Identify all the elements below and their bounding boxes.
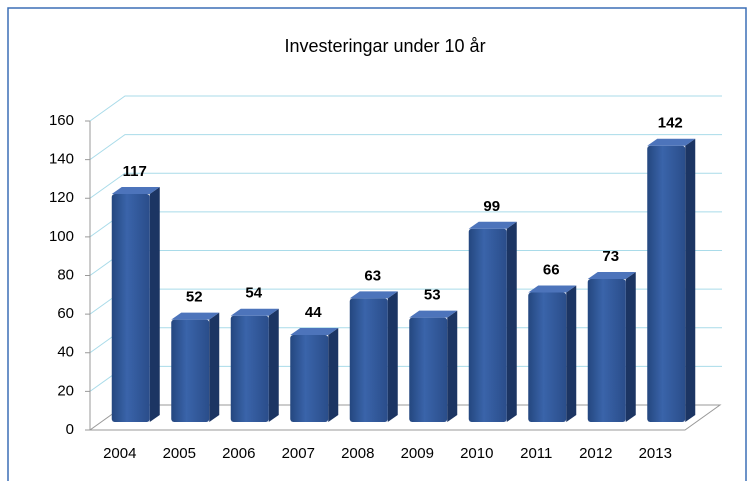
grid-line <box>89 134 722 161</box>
y-tick-label: 40 <box>57 344 74 361</box>
bar-side <box>149 187 160 422</box>
bar-top <box>111 187 160 195</box>
y-tick-label: 100 <box>49 228 74 245</box>
data-label: 53 <box>424 287 441 304</box>
y-tick-label: 20 <box>57 382 74 399</box>
bar-top <box>528 285 577 293</box>
bar-top <box>230 308 279 316</box>
bar <box>349 298 388 422</box>
x-tick-label: 2009 <box>401 445 434 462</box>
bar-side <box>387 291 398 422</box>
data-label: 54 <box>245 285 262 302</box>
bar-side <box>209 312 220 422</box>
y-tick-label: 60 <box>57 305 74 322</box>
x-tick-label: 2006 <box>222 445 255 462</box>
data-label: 63 <box>364 267 381 284</box>
y-tick-label: 0 <box>66 421 74 438</box>
bar <box>587 279 626 422</box>
chart-title: Investeringar under 10 år <box>284 36 485 56</box>
bar <box>647 145 686 422</box>
bar-top <box>587 272 636 280</box>
data-label: 44 <box>305 304 322 321</box>
bar-side <box>447 310 458 422</box>
bar <box>230 315 269 422</box>
data-label: 99 <box>483 198 500 215</box>
bar-top <box>171 312 220 320</box>
y-tick-label: 120 <box>49 189 74 206</box>
data-label: 52 <box>186 289 203 306</box>
bar-side <box>506 221 517 422</box>
x-tick-label: 2007 <box>282 445 315 462</box>
bar-side <box>625 272 636 422</box>
x-tick-label: 2005 <box>163 445 196 462</box>
x-tick-label: 2011 <box>520 445 552 462</box>
bar <box>409 317 448 422</box>
bar-top <box>290 328 339 336</box>
bar <box>171 319 210 422</box>
y-tick-label: 160 <box>49 112 74 129</box>
x-tick-label: 2008 <box>341 445 374 462</box>
x-tick-label: 2012 <box>579 445 612 462</box>
bar <box>290 335 329 422</box>
y-tick-label: 80 <box>57 266 74 283</box>
bar-side <box>685 138 696 422</box>
x-tick-label: 2013 <box>639 445 672 462</box>
bar-top <box>409 310 458 318</box>
bar-top <box>349 291 398 299</box>
bar-side <box>328 328 339 422</box>
bar <box>111 194 150 422</box>
bar-top <box>647 138 696 146</box>
grid-line <box>89 172 722 199</box>
bar-side <box>566 285 577 422</box>
x-tick-label: 2004 <box>103 445 136 462</box>
data-label: 117 <box>123 163 147 180</box>
data-label: 142 <box>658 115 683 132</box>
bar <box>528 292 567 422</box>
data-label: 73 <box>602 248 619 265</box>
grid-line <box>89 95 722 122</box>
x-tick-label: 2010 <box>460 445 493 462</box>
bar <box>468 228 507 422</box>
bar-side <box>268 308 279 422</box>
y-tick-label: 140 <box>49 151 74 168</box>
bar-top <box>468 221 517 229</box>
data-label: 66 <box>543 262 560 279</box>
